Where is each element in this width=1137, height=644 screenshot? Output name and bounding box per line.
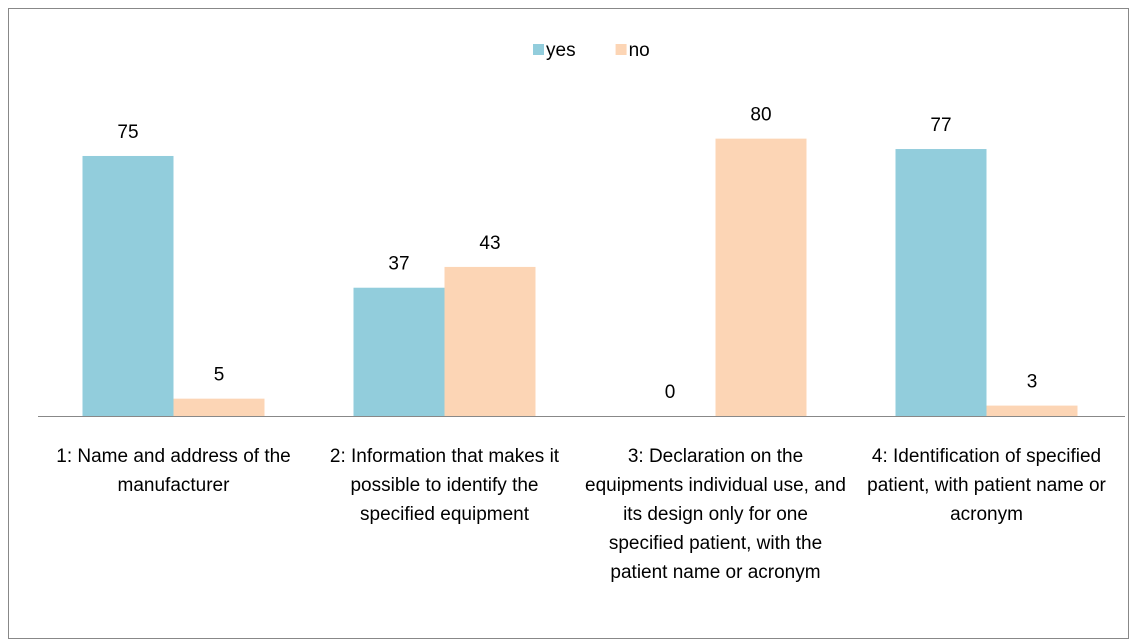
bar	[82, 155, 174, 416]
label-line: equipments individual use, and	[585, 475, 846, 496]
label-line: 4: Identification of specified	[872, 446, 1101, 467]
x-tick-label: 4: Identification of specified patient, w…	[867, 446, 1106, 525]
data-label: 0	[665, 382, 676, 403]
bar	[986, 405, 1078, 416]
label-line: possible to identify the	[350, 475, 538, 496]
label-line: patient, with patient name or	[867, 475, 1106, 496]
data-label: 43	[479, 233, 500, 254]
data-label: 5	[214, 365, 225, 386]
bar	[353, 287, 445, 416]
x-tick-label: 3: Declaration on the equipments individu…	[585, 446, 846, 583]
data-label: 3	[1027, 372, 1038, 393]
bar	[444, 266, 536, 416]
label-line: 3: Declaration on the	[628, 446, 803, 467]
bar	[173, 398, 265, 416]
data-label: 80	[750, 105, 771, 126]
label-line: specified patient, with the	[609, 533, 822, 554]
x-tick-label: 1: Name and address of the manufacturer	[56, 446, 290, 496]
label-line: 1: Name and address of the	[56, 446, 290, 467]
label-line: patient name or acronym	[610, 562, 820, 583]
label-line: its design only for one	[623, 504, 808, 525]
bar	[715, 138, 807, 416]
label-line: 2: Information that makes it	[330, 446, 560, 467]
legend-swatch	[533, 44, 544, 55]
legend: yes no	[533, 40, 650, 61]
x-tick-label: 2: Information that makes it possible to …	[330, 446, 560, 525]
bar	[895, 149, 987, 416]
label-line: acronym	[950, 504, 1023, 525]
legend-label: yes	[546, 40, 576, 61]
label-line: manufacturer	[118, 475, 231, 496]
data-label: 37	[388, 254, 409, 275]
legend-label: no	[629, 40, 650, 61]
label-line: specified equipment	[360, 504, 530, 525]
data-label: 77	[930, 115, 951, 136]
data-label: 75	[117, 122, 138, 143]
legend-swatch	[615, 44, 627, 55]
